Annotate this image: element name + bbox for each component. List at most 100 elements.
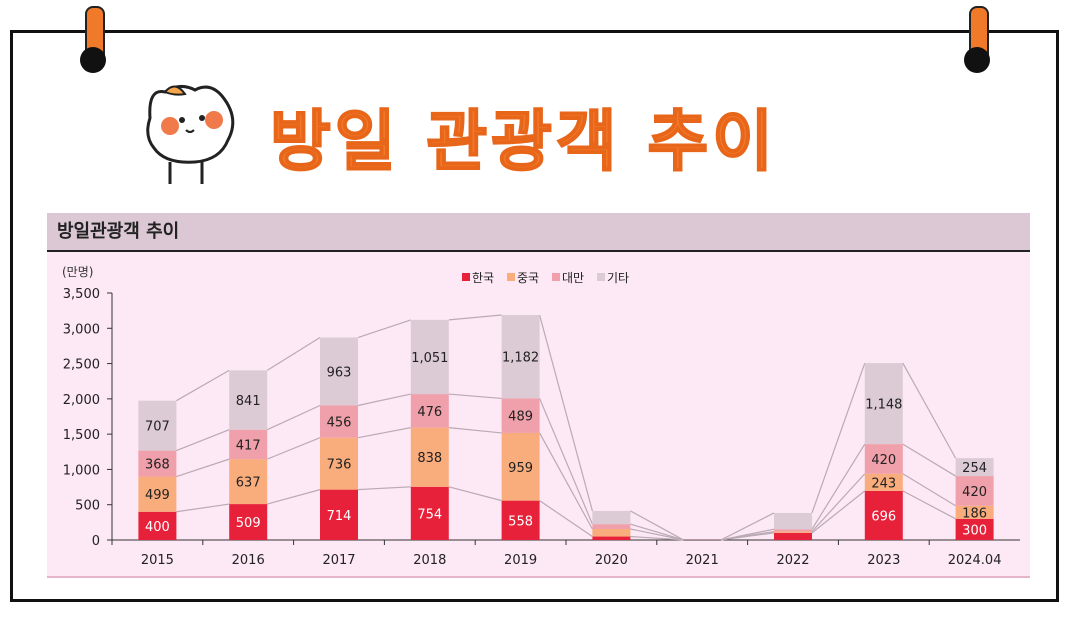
connector-line — [176, 503, 230, 513]
connector-line — [539, 398, 593, 525]
x-tick-label: 2024.04 — [948, 553, 1002, 568]
bar-기타 — [955, 458, 994, 477]
x-tick-label: 2022 — [776, 553, 809, 568]
x-tick-label: 2021 — [686, 553, 719, 568]
bar-대만 — [864, 444, 903, 474]
bar-중국 — [229, 459, 268, 505]
bar-한국 — [592, 536, 631, 540]
x-tick-label: 2018 — [413, 553, 446, 568]
connector-line — [539, 500, 593, 538]
y-tick-label: 1,000 — [63, 463, 100, 478]
data-label: 838 — [417, 451, 442, 466]
data-label: 420 — [962, 485, 987, 500]
x-tick-label: 2016 — [232, 553, 265, 568]
connector-line — [357, 319, 411, 339]
bar-중국 — [955, 505, 994, 519]
data-label: 696 — [871, 509, 896, 524]
bar-기타 — [774, 512, 812, 530]
bar-기타 — [320, 337, 358, 406]
x-tick-label: 2015 — [141, 553, 174, 568]
bar-기타 — [501, 315, 540, 399]
bar-대만 — [410, 394, 449, 428]
bar-대만 — [229, 429, 268, 460]
connector-line — [902, 473, 956, 507]
hanger-hole-right — [964, 47, 990, 73]
legend-swatch — [552, 273, 560, 281]
connector-line — [539, 314, 593, 512]
connector-line — [448, 393, 502, 400]
bar-한국 — [774, 532, 812, 540]
connector-line — [266, 337, 321, 371]
legend-swatch — [597, 273, 605, 281]
data-label: 300 — [962, 523, 987, 538]
y-tick-label: 3,500 — [63, 287, 100, 302]
bar-대만 — [955, 476, 994, 506]
data-label: 254 — [962, 461, 987, 476]
data-label: 420 — [871, 453, 896, 468]
data-label: 243 — [871, 476, 896, 491]
bar-중국 — [774, 531, 812, 533]
y-tick-label: 2,500 — [63, 358, 100, 373]
bar-중국 — [592, 528, 631, 537]
data-label: 637 — [236, 476, 261, 491]
bar-한국 — [864, 490, 903, 540]
connector-line — [630, 510, 684, 541]
data-label: 456 — [327, 416, 352, 431]
bar-중국 — [138, 476, 177, 512]
connector-line — [811, 490, 866, 534]
bar-중국 — [320, 437, 358, 490]
connector-line — [266, 404, 321, 431]
data-label: 1,051 — [411, 351, 448, 366]
legend-label: 기타 — [607, 271, 629, 285]
data-label: 186 — [962, 506, 987, 521]
data-label: 417 — [236, 438, 261, 453]
y-axis-unit: (만명) — [62, 265, 93, 279]
connector-line — [630, 523, 684, 541]
connector-line — [811, 473, 866, 532]
data-label: 736 — [327, 458, 352, 473]
connector-line — [902, 490, 956, 520]
connector-line — [448, 314, 502, 321]
connector-line — [357, 427, 411, 439]
bar-중국 — [864, 473, 903, 491]
connector-line — [539, 432, 593, 530]
bar-대만 — [138, 450, 177, 477]
bar-기타 — [864, 363, 903, 445]
legend-label: 한국 — [472, 271, 494, 285]
bar-기타 — [592, 510, 631, 525]
bar-대만 — [320, 405, 358, 438]
bar-한국 — [410, 486, 449, 540]
connector-line — [357, 393, 411, 407]
bar-기타 — [138, 400, 177, 451]
data-label: 400 — [145, 520, 170, 535]
x-tick-label: 2020 — [595, 553, 628, 568]
connector-line — [902, 362, 957, 459]
hanger-hole-left — [80, 47, 106, 73]
connector-line — [720, 512, 775, 541]
data-label: 1,148 — [865, 398, 902, 413]
connector-line — [176, 369, 230, 402]
data-label: 963 — [327, 366, 352, 381]
connector-line — [176, 429, 230, 452]
data-label: 476 — [417, 405, 442, 420]
bar-기타 — [410, 319, 449, 395]
connector-line — [357, 486, 411, 491]
connector-line — [176, 458, 230, 478]
connector-line — [267, 489, 321, 505]
bar-한국 — [955, 518, 994, 540]
cat-mascot-icon — [146, 85, 235, 184]
connector-line — [266, 437, 321, 460]
x-tick-label: 2019 — [504, 553, 537, 568]
x-tick-label: 2017 — [322, 553, 355, 568]
bar-한국 — [138, 511, 177, 540]
legend-swatch — [462, 273, 470, 281]
connector-line — [448, 486, 502, 502]
connector-line — [811, 362, 866, 514]
legend-label: 대만 — [562, 271, 584, 285]
connector-line — [630, 528, 684, 541]
data-label: 841 — [236, 394, 261, 409]
bar-한국 — [229, 504, 268, 540]
bar-한국 — [320, 489, 358, 540]
data-label: 959 — [508, 461, 533, 476]
y-tick-label: 1,500 — [63, 428, 100, 443]
